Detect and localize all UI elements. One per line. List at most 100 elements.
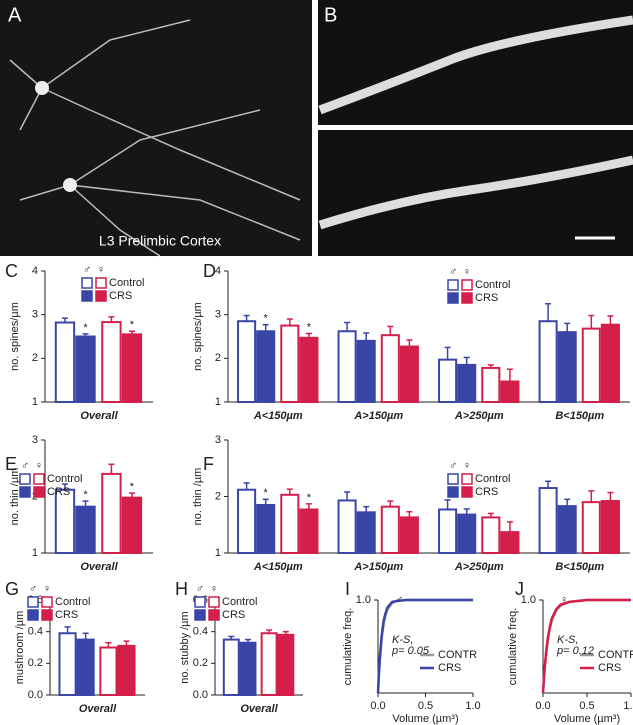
y-tick-label: 0.2 bbox=[28, 657, 43, 669]
x-tick-label: 0.0 bbox=[535, 700, 550, 712]
legend-group: ♀ bbox=[35, 460, 43, 472]
bar bbox=[356, 339, 376, 404]
micrograph-b-top bbox=[318, 0, 633, 125]
y-tick-label: 0.4 bbox=[193, 626, 208, 638]
legend-label: CRS bbox=[475, 292, 498, 304]
dendrite bbox=[318, 155, 633, 230]
bar bbox=[76, 638, 95, 696]
legend-swatch bbox=[19, 473, 31, 485]
legend-swatch bbox=[81, 277, 93, 289]
cdf-line bbox=[376, 598, 473, 694]
legend-swatch bbox=[447, 486, 459, 498]
significance-star: * bbox=[83, 322, 88, 334]
x-tick-label: A<150µm bbox=[253, 410, 303, 422]
neuron-drawing bbox=[9, 19, 301, 257]
legend-group: ♀ bbox=[43, 583, 51, 595]
significance-star: * bbox=[264, 487, 269, 499]
legend-label: CRS bbox=[109, 290, 132, 302]
panel-label: D bbox=[203, 261, 216, 281]
x-tick-label: B<150µm bbox=[555, 410, 604, 422]
legend-swatch bbox=[95, 290, 107, 302]
bar bbox=[380, 505, 400, 555]
y-tick-label: 1 bbox=[215, 396, 221, 408]
dendrite bbox=[318, 15, 633, 115]
y-tick-label: 4 bbox=[215, 265, 221, 277]
x-tick-label: 1.0 bbox=[465, 700, 480, 712]
bar bbox=[380, 334, 400, 403]
x-tick-label: 0.5 bbox=[418, 700, 433, 712]
bar bbox=[337, 499, 357, 554]
y-tick-label: 0.0 bbox=[28, 689, 43, 701]
y-tick-label: 0.4 bbox=[28, 626, 43, 638]
sex-symbol: ♀ bbox=[560, 594, 568, 606]
x-tick-label: A>250µm bbox=[454, 561, 504, 573]
bar bbox=[256, 330, 276, 404]
x-tick-label: A>150µm bbox=[353, 410, 403, 422]
legend-swatch bbox=[33, 473, 45, 485]
bar bbox=[299, 508, 319, 554]
legend-label: CONTR bbox=[438, 649, 477, 661]
legend-swatch bbox=[461, 473, 473, 485]
bar bbox=[399, 345, 419, 403]
legend-label: Control bbox=[222, 596, 257, 608]
legend-group: ♂ bbox=[29, 583, 37, 595]
legend-swatch bbox=[27, 596, 39, 608]
y-tick-label: 3 bbox=[32, 309, 38, 321]
x-tick-label: Overall bbox=[79, 703, 117, 715]
y-axis-label: no. thin /µm bbox=[9, 468, 21, 526]
y-tick-label: 0.2 bbox=[193, 657, 208, 669]
legend-swatch bbox=[81, 290, 93, 302]
legend-label: CRS bbox=[222, 609, 245, 621]
legend-swatch bbox=[447, 279, 459, 291]
legend-swatch bbox=[33, 486, 45, 498]
annotation: p= 0.12 bbox=[556, 645, 594, 657]
x-tick-label: A>150µm bbox=[353, 561, 403, 573]
legend-swatch bbox=[447, 292, 459, 304]
bar bbox=[581, 327, 601, 404]
bar bbox=[75, 335, 96, 403]
significance-star: * bbox=[307, 321, 312, 333]
legend-group: ♀ bbox=[463, 460, 471, 472]
panel-label: B bbox=[324, 4, 337, 26]
significance-star: * bbox=[307, 492, 312, 504]
bar bbox=[101, 321, 122, 403]
legend-label: CRS bbox=[598, 662, 621, 674]
legend-group: ♂ bbox=[196, 583, 204, 595]
x-axis-label: Volume (µm³) bbox=[392, 713, 458, 725]
x-tick-label: A<150µm bbox=[253, 561, 303, 573]
y-axis-label: mushroom /µm bbox=[14, 611, 26, 685]
bar bbox=[121, 333, 143, 404]
bar bbox=[557, 331, 577, 403]
soma bbox=[63, 178, 77, 192]
panel-label: C bbox=[5, 261, 18, 281]
legend-swatch bbox=[461, 292, 473, 304]
bar bbox=[237, 488, 257, 554]
legend-group: ♂ bbox=[449, 460, 457, 472]
soma bbox=[35, 81, 49, 95]
bar bbox=[438, 508, 458, 554]
panel-label: A bbox=[8, 4, 22, 26]
legend-swatch bbox=[208, 596, 220, 608]
y-axis-label: cumulative freq. bbox=[342, 608, 354, 686]
bar bbox=[75, 505, 96, 555]
legend-swatch bbox=[447, 473, 459, 485]
bar bbox=[237, 320, 257, 404]
legend-group: ♂ bbox=[83, 264, 91, 276]
x-tick-label: 1.0 bbox=[623, 700, 633, 712]
legend-label: Control bbox=[47, 473, 82, 485]
y-tick-label: 1 bbox=[32, 396, 38, 408]
legend-group: ♂ bbox=[449, 266, 457, 278]
x-tick-label: Overall bbox=[80, 561, 118, 573]
legend-label: Control bbox=[109, 277, 144, 289]
bar bbox=[260, 632, 278, 696]
legend-label: CRS bbox=[475, 486, 498, 498]
bar bbox=[222, 638, 240, 696]
panel-label: I bbox=[345, 579, 350, 599]
y-tick-label: 3 bbox=[32, 434, 38, 446]
legend-swatch bbox=[194, 609, 206, 621]
y-tick-label: 3 bbox=[215, 309, 221, 321]
bar bbox=[457, 513, 477, 555]
legend-label: CRS bbox=[55, 609, 78, 621]
panel-label: G bbox=[5, 579, 19, 599]
